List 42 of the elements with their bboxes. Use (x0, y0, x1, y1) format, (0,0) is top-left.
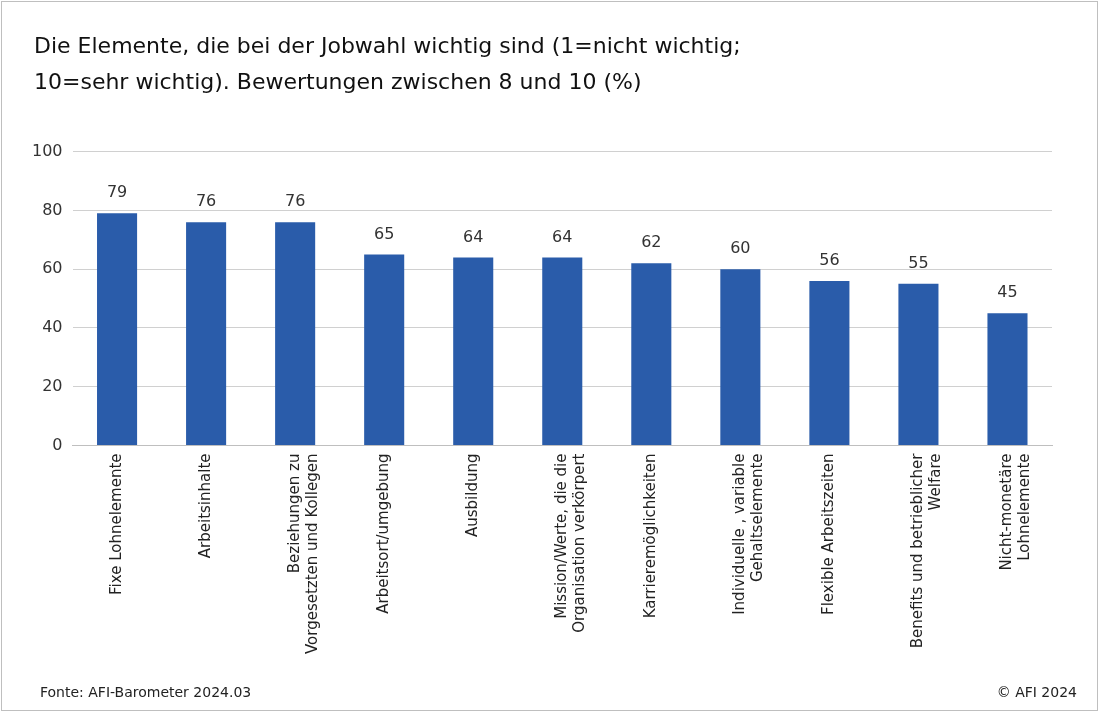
y-tick-label: 20 (42, 375, 63, 395)
data-label: 65 (374, 223, 395, 243)
bar (453, 257, 494, 445)
chart-title: Die Elemente, die bei der Jobwahl wichtig sind (1=nicht wichtig; 10=sehr wichtig). Bewertungen zwischen 8 und 10 (%) (34, 32, 741, 96)
y-tick-label: 80 (42, 199, 63, 219)
bar (987, 313, 1028, 445)
data-label: 76 (284, 191, 306, 211)
data-label: 64 (463, 226, 484, 246)
bar (631, 263, 672, 445)
x-tick-label: Ausbildung (463, 453, 482, 537)
x-tick-label: Flexible Arbeitszeiten (819, 453, 838, 615)
y-tick-label: 0 (52, 434, 63, 454)
text: © AFI 2024 (996, 684, 1077, 700)
x-tick-label: Fixe Lohnelemente (106, 453, 125, 595)
x-tick-label: Nicht-monetäre Lohnelemente (997, 453, 1034, 571)
bar (720, 269, 761, 445)
x-tick-label: Arbeitsinhalte (195, 453, 214, 559)
data-label: 76 (195, 191, 217, 211)
x-tick-label: Individuelle , variable Gehaltselemente (730, 453, 767, 615)
source-note: Fonte: AFI-Barometer 2024.03 (40, 684, 252, 700)
data-label: 56 (819, 250, 840, 270)
x-tick-label: Mission/Werte, die die Organisation verkörpert (552, 453, 589, 633)
data-label: 45 (997, 282, 1018, 302)
data-label: 55 (908, 253, 929, 273)
bar (809, 280, 850, 445)
y-tick-label: 40 (42, 317, 63, 337)
data-label: 60 (730, 238, 751, 258)
x-tick-label: Arbeitsort/umgebung (374, 453, 393, 614)
x-tick-label: Benefits und betrieblicher Welfare (908, 452, 945, 649)
bar (364, 254, 405, 445)
bar (97, 213, 138, 445)
bar (186, 222, 227, 445)
data-label: 62 (641, 232, 662, 252)
y-tick-label: 100 (31, 140, 63, 160)
bar (542, 257, 583, 445)
bar (898, 283, 939, 445)
data-label: 79 (106, 182, 128, 202)
bar (275, 222, 316, 445)
x-tick-label: Karrieremöglichkeiten (641, 453, 660, 619)
data-label: 64 (552, 226, 573, 246)
y-tick-label: 60 (42, 258, 63, 278)
x-tick-label: Beziehungen zu Vorgesetzten und Kollegen (285, 453, 322, 655)
